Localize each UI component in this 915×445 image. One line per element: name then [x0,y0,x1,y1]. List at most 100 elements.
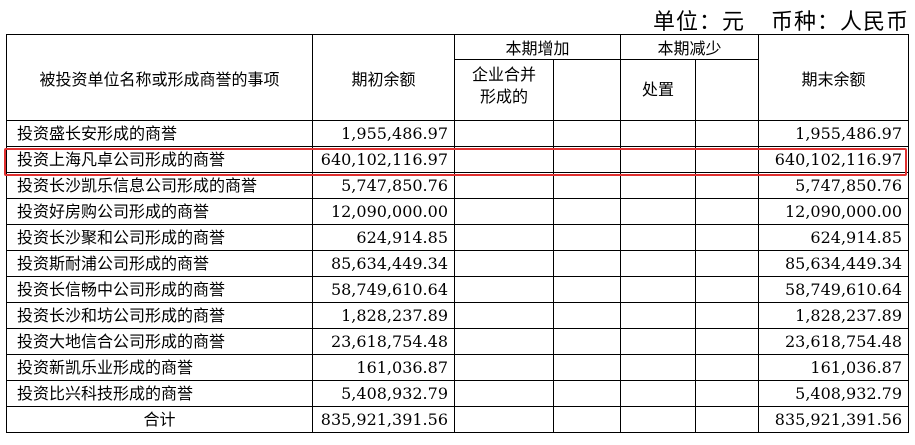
row-name: 投资好房购公司形成的商誉 [6,198,313,225]
row-opening: 12,090,000.00 [312,198,455,225]
row-decrease-other [695,302,760,329]
row-increase-other [552,354,622,381]
unit-line: 单位：元 币种：人民币 [653,4,909,36]
row-closing: 1,828,237.89 [758,302,910,329]
table-row: 投资长沙和坊公司形成的商誉 1,828,237.89 1,828,237.89 [6,302,910,329]
row-increase-merger [454,146,554,173]
total-decrease-other [695,406,760,433]
row-closing: 1,955,486.97 [758,120,910,147]
row-closing: 23,618,754.48 [758,328,910,355]
table-row: 投资盛长安形成的商誉 1,955,486.97 1,955,486.97 [6,120,910,147]
row-decrease-other [695,276,760,303]
header-decrease-group: 本期减少 [620,34,760,60]
row-increase-merger [454,354,554,381]
row-increase-other [552,120,622,147]
total-row: 合计 835,921,391.56 835,921,391.56 [6,406,910,433]
row-decrease-other [695,172,760,199]
row-closing: 12,090,000.00 [758,198,910,225]
row-decrease-disposal [620,328,697,355]
total-increase-other [552,406,622,433]
row-decrease-disposal [620,120,697,147]
row-decrease-other [695,224,760,251]
row-name: 投资新凯乐业形成的商誉 [6,354,313,381]
row-opening: 85,634,449.34 [312,250,455,277]
table-row: 投资长沙聚和公司形成的商誉 624,914.85 624,914.85 [6,224,910,251]
row-opening: 58,749,610.64 [312,276,455,303]
row-name: 投资长沙凯乐信息公司形成的商誉 [6,172,313,199]
row-opening: 161,036.87 [312,354,455,381]
row-decrease-disposal [620,380,697,407]
row-closing: 161,036.87 [758,354,910,381]
row-increase-other [552,224,622,251]
row-closing: 58,749,610.64 [758,276,910,303]
row-closing: 624,914.85 [758,224,910,251]
row-closing: 640,102,116.97 [758,146,910,173]
currency-label: 币种：人民币 [770,10,909,35]
row-decrease-disposal [620,354,697,381]
row-increase-merger [454,120,554,147]
header-increase-merger-text: 企业合并 形成的 [471,65,536,106]
row-name: 投资盛长安形成的商誉 [6,120,313,147]
row-opening: 640,102,116.97 [312,146,455,173]
row-increase-merger [454,276,554,303]
row-name: 投资长信畅中公司形成的商誉 [6,276,313,303]
row-decrease-disposal [620,224,697,251]
row-opening: 624,914.85 [312,224,455,251]
row-decrease-other [695,250,760,277]
row-name: 投资长沙和坊公司形成的商誉 [6,302,313,329]
row-decrease-other [695,354,760,381]
table-row: 投资新凯乐业形成的商誉 161,036.87 161,036.87 [6,354,910,381]
header-increase-merger: 企业合并 形成的 [454,59,554,121]
row-increase-merger [454,172,554,199]
row-increase-merger [454,328,554,355]
row-name: 投资上海凡卓公司形成的商誉 [6,146,313,173]
table-body: 投资盛长安形成的商誉 1,955,486.97 1,955,486.97 投资上海凡卓… [6,120,910,407]
row-name: 投资大地信合公司形成的商誉 [6,328,313,355]
row-decrease-disposal [620,198,697,225]
header-decrease-empty [695,59,760,121]
row-increase-other [552,198,622,225]
row-increase-other [552,328,622,355]
row-closing: 5,747,850.76 [758,172,910,199]
table-row: 投资长沙凯乐信息公司形成的商誉 5,747,850.76 5,747,850.76 [6,172,910,199]
goodwill-table: 被投资单位名称或形成商誉的事项 期初余额 本期增加 本期减少 期末余额 企业合并… [6,34,910,433]
row-increase-other [552,146,622,173]
row-opening: 23,618,754.48 [312,328,455,355]
total-closing: 835,921,391.56 [758,406,910,433]
row-name: 投资斯耐浦公司形成的商誉 [6,250,313,277]
row-increase-other [552,172,622,199]
row-increase-merger [454,250,554,277]
row-decrease-disposal [620,172,697,199]
row-decrease-disposal [620,146,697,173]
table-row: 投资上海凡卓公司形成的商誉 640,102,116.97 640,102,116.9… [6,146,910,173]
row-opening: 1,828,237.89 [312,302,455,329]
total-decrease-disposal [620,406,697,433]
row-opening: 5,747,850.76 [312,172,455,199]
row-name: 投资长沙聚和公司形成的商誉 [6,224,313,251]
table-row: 投资大地信合公司形成的商誉 23,618,754.48 23,618,754.48 [6,328,910,355]
row-increase-other [552,250,622,277]
row-decrease-disposal [620,276,697,303]
header-opening: 期初余额 [312,34,455,121]
row-increase-merger [454,224,554,251]
table-row: 投资比兴科技形成的商誉 5,408,932.79 5,408,932.79 [6,380,910,407]
table-row: 投资长信畅中公司形成的商誉 58,749,610.64 58,749,610.64 [6,276,910,303]
row-closing: 5,408,932.79 [758,380,910,407]
unit-label: 单位：元 [652,10,745,35]
row-increase-merger [454,380,554,407]
row-increase-merger [454,198,554,225]
header-decrease-disposal: 处置 [620,59,697,121]
row-increase-other [552,380,622,407]
total-increase-merger [454,406,554,433]
row-name: 投资比兴科技形成的商誉 [6,380,313,407]
header-row-sub: 企业合并 形成的 处置 [7,59,909,121]
header-closing: 期末余额 [758,34,910,121]
row-opening: 5,408,932.79 [312,380,455,407]
row-increase-other [552,276,622,303]
header-increase-group: 本期增加 [453,34,622,60]
row-decrease-other [695,120,760,147]
row-decrease-other [695,328,760,355]
row-decrease-disposal [620,250,697,277]
header-row-top: 被投资单位名称或形成商誉的事项 期初余额 本期增加 本期减少 期末余额 [6,34,910,121]
table-row: 投资好房购公司形成的商誉 12,090,000.00 12,090,000.00 [6,198,910,225]
